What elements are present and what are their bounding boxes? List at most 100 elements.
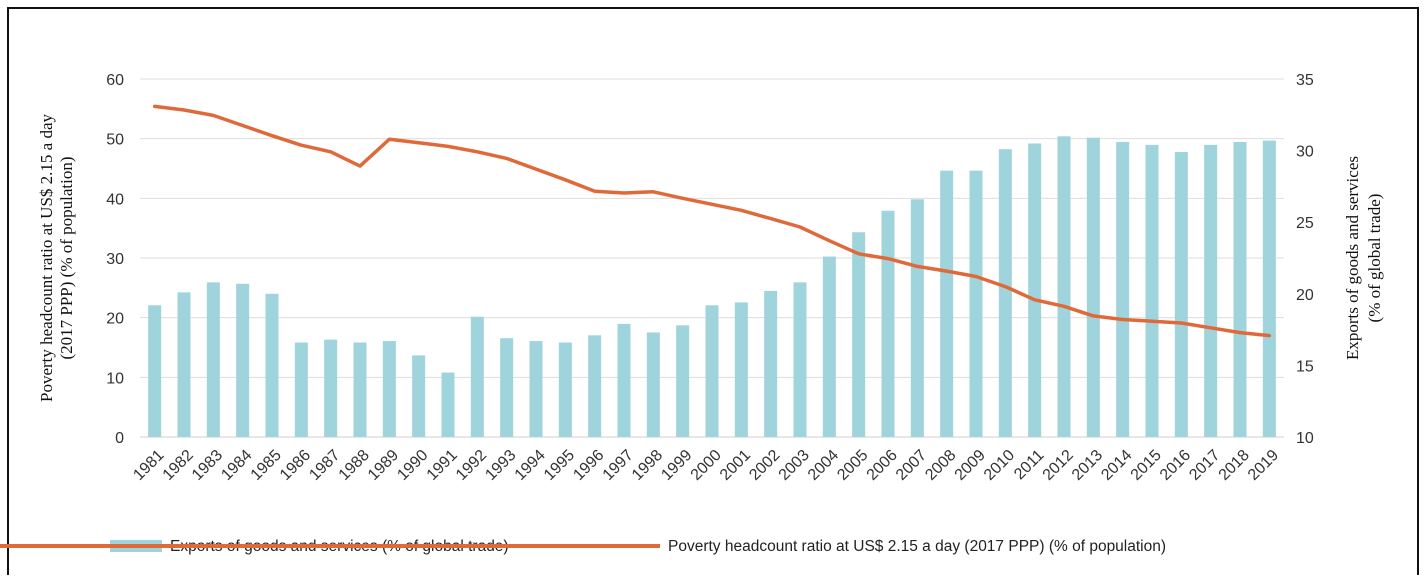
right-axis-title-line2: (% of global trade): [1365, 194, 1384, 323]
left-axis-title-line1: Poverty headcount ratio at US$ 2.15 a da…: [37, 114, 56, 402]
export-bar-2002: [764, 290, 778, 437]
left-tick-label: 10: [106, 370, 124, 387]
x-tick-label-2001: 2001: [717, 447, 754, 484]
export-bar-1984: [236, 283, 250, 437]
export-bar-1987: [324, 339, 338, 437]
x-tick-label-1981: 1981: [130, 447, 167, 484]
export-bar-2004: [822, 256, 836, 437]
x-tick-label-1998: 1998: [629, 447, 666, 484]
export-bar-2005: [852, 232, 866, 437]
x-tick-label-2019: 2019: [1245, 447, 1282, 484]
x-tick-label-2004: 2004: [805, 447, 842, 484]
export-bar-1991: [441, 372, 455, 437]
left-tick-label: 40: [106, 191, 124, 208]
x-tick-label-2007: 2007: [893, 447, 930, 484]
x-tick-label-2016: 2016: [1157, 447, 1194, 484]
export-bar-2008: [940, 170, 954, 437]
export-bar-2015: [1145, 144, 1159, 437]
left-axis-title: Poverty headcount ratio at US$ 2.15 a da…: [37, 114, 56, 402]
x-tick-label-2005: 2005: [834, 447, 871, 484]
x-tick-label-1986: 1986: [277, 447, 314, 484]
export-bar-1982: [177, 292, 191, 437]
export-bar-2000: [705, 305, 719, 437]
poverty-line: [152, 104, 1272, 338]
export-bar-1997: [617, 323, 631, 437]
export-bar-2017: [1204, 144, 1218, 437]
poverty-line-path: [152, 104, 1272, 338]
x-tick-label-1989: 1989: [365, 447, 402, 484]
export-bar-1996: [588, 335, 602, 437]
x-tick-label-1988: 1988: [336, 447, 373, 484]
x-tick-label-2008: 2008: [922, 447, 959, 484]
x-axis-ticks: 1981198219831984198519861987198819891990…: [130, 447, 1282, 484]
x-tick-label-1990: 1990: [394, 447, 431, 484]
right-tick-label: 35: [1296, 72, 1314, 89]
export-bar-1988: [353, 342, 367, 437]
left-tick-label: 20: [106, 311, 124, 328]
right-axis-title-line1: Exports of goods and services: [1343, 156, 1362, 360]
export-bar-2014: [1116, 142, 1130, 437]
export-bars: [148, 136, 1276, 438]
export-bar-2019: [1262, 140, 1276, 438]
x-tick-label-2012: 2012: [1040, 447, 1077, 484]
x-tick-label-1992: 1992: [453, 447, 490, 484]
x-tick-label-2000: 2000: [688, 447, 725, 484]
x-tick-label-2002: 2002: [746, 447, 783, 484]
x-tick-label-2011: 2011: [1011, 447, 1047, 483]
right-tick-label: 10: [1296, 430, 1314, 447]
x-tick-label-1997: 1997: [600, 447, 637, 484]
x-tick-label-1991: 1991: [424, 447, 461, 484]
x-tick-label-2003: 2003: [776, 447, 813, 484]
export-bar-2006: [881, 210, 895, 437]
export-bar-2001: [734, 302, 748, 437]
export-bar-2003: [793, 282, 807, 437]
left-axis-title-2: (2017 PPP) (% of population): [57, 156, 76, 359]
export-bar-2012: [1057, 136, 1071, 437]
x-tick-label-2018: 2018: [1216, 447, 1253, 484]
export-bar-1983: [206, 282, 220, 437]
export-bar-2016: [1174, 152, 1188, 438]
x-tick-label-1994: 1994: [512, 447, 549, 484]
right-tick-label: 30: [1296, 144, 1314, 161]
x-tick-label-2010: 2010: [981, 447, 1018, 484]
export-bar-2011: [1028, 143, 1042, 437]
x-tick-label-1996: 1996: [570, 447, 607, 484]
x-tick-label-2015: 2015: [1128, 447, 1165, 484]
export-bar-2009: [969, 170, 983, 437]
export-bar-2018: [1233, 142, 1247, 437]
x-tick-label-1995: 1995: [541, 447, 578, 484]
export-bar-1999: [676, 325, 690, 437]
export-bar-1993: [500, 338, 514, 437]
right-tick-label: 25: [1296, 215, 1314, 232]
right-axis-ticks: 10 15 20 25 30 35: [1296, 72, 1314, 447]
export-bar-2010: [998, 149, 1012, 437]
x-tick-label-2014: 2014: [1098, 447, 1135, 484]
export-bar-1998: [646, 332, 660, 437]
x-tick-label-1987: 1987: [306, 447, 343, 484]
export-bar-1990: [412, 355, 426, 437]
export-bar-1994: [529, 341, 543, 437]
x-tick-label-1984: 1984: [218, 447, 255, 484]
export-bar-2007: [910, 199, 924, 437]
export-bar-1985: [265, 293, 279, 437]
export-bar-1981: [148, 305, 162, 437]
legend-line-label: Poverty headcount ratio at US$ 2.15 a da…: [668, 538, 1166, 555]
export-bar-1989: [382, 341, 396, 437]
export-bar-1986: [294, 342, 308, 437]
right-axis-title-2: (% of global trade): [1365, 194, 1384, 323]
x-tick-label-2009: 2009: [952, 447, 989, 484]
x-tick-label-1982: 1982: [160, 447, 197, 484]
x-tick-label-1999: 1999: [658, 447, 695, 484]
left-axis-ticks: 0 10 20 30 40 50 60: [106, 72, 124, 447]
export-bar-2013: [1086, 137, 1100, 437]
left-tick-label: 60: [106, 72, 124, 89]
x-tick-label-1983: 1983: [189, 447, 226, 484]
left-tick-label: 30: [106, 251, 124, 268]
x-tick-label-1993: 1993: [482, 447, 519, 484]
left-axis-title-line2: (2017 PPP) (% of population): [57, 156, 76, 359]
left-tick-label: 0: [115, 430, 124, 447]
right-tick-label: 15: [1296, 358, 1314, 375]
legend: Exports of goods and services (% of glob…: [0, 538, 1166, 555]
right-axis-title: Exports of goods and services: [1343, 156, 1362, 360]
